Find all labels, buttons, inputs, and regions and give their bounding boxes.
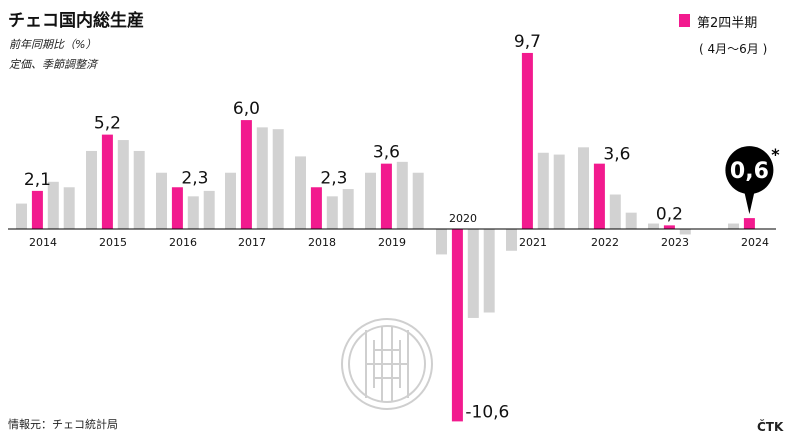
legend-label-q2: 第2四半期 xyxy=(697,16,758,31)
bar-2020-q4 xyxy=(483,229,495,313)
bar-2021-q3 xyxy=(537,152,549,229)
bar-2022-q4 xyxy=(625,212,637,229)
value-label-2020: -10,6 xyxy=(465,402,509,422)
value-label-2023: 0,2 xyxy=(656,204,683,224)
bar-2022-q3 xyxy=(609,194,621,229)
bar-2019-q2 xyxy=(380,163,392,229)
bar-2022-q2 xyxy=(593,163,605,229)
bar-2014-q2 xyxy=(31,190,43,229)
bar-2021-q4 xyxy=(553,154,565,229)
bar-2014-q4 xyxy=(63,187,75,229)
bar-2024-q2 xyxy=(743,218,755,229)
bar-2015-q2 xyxy=(101,134,113,229)
bar-2019-q1 xyxy=(365,172,376,229)
chart-title: チェコ国内総生産 xyxy=(8,11,144,31)
bar-2018-q1 xyxy=(295,156,306,229)
latest-callout-bubble xyxy=(725,146,774,195)
legend-period: ( 4月〜6月 ) xyxy=(699,42,768,56)
bar-2017-q3 xyxy=(256,127,268,229)
bar-2016-q3 xyxy=(187,196,199,229)
bar-2020-q1 xyxy=(436,229,447,255)
bar-2019-q4 xyxy=(412,172,424,229)
latest-callout-pointer xyxy=(744,192,755,215)
bar-2019-q3 xyxy=(396,161,408,229)
bar-2015-q4 xyxy=(133,150,145,229)
bar-2023-q3 xyxy=(679,229,691,235)
bar-2023-q1 xyxy=(648,223,659,229)
bar-2016-q4 xyxy=(203,190,215,229)
bar-2022-q1 xyxy=(578,147,589,229)
bar-2020-q2 xyxy=(451,229,463,422)
year-label-2022: 2022 xyxy=(591,236,619,249)
year-label-2016: 2016 xyxy=(169,236,197,249)
bar-2014-q3 xyxy=(47,181,59,229)
bar-2018-q2 xyxy=(310,187,322,229)
bar-2017-q1 xyxy=(225,172,236,229)
value-label-2018: 2,3 xyxy=(320,168,347,188)
year-label-2017: 2017 xyxy=(238,236,266,249)
year-label-2019: 2019 xyxy=(378,236,406,249)
bar-2015-q1 xyxy=(86,150,97,229)
latest-asterisk: * xyxy=(771,145,780,164)
value-label-2015: 5,2 xyxy=(94,114,121,134)
watermark-emblem xyxy=(341,318,433,410)
legend-swatch-q2 xyxy=(679,14,690,27)
bar-2017-q2 xyxy=(240,120,252,229)
value-label-2014: 2,1 xyxy=(24,170,51,190)
source-note: 情報元：チェコ統計局 xyxy=(8,418,118,431)
value-label-2022: 3,6 xyxy=(603,145,630,165)
value-label-2017: 6,0 xyxy=(233,99,260,119)
bar-2017-q4 xyxy=(272,129,284,229)
year-label-2020: 2020 xyxy=(449,212,477,225)
bar-2021-q2 xyxy=(521,52,533,229)
bar-2018-q3 xyxy=(326,196,338,229)
bar-2014-q1 xyxy=(16,203,27,229)
value-label-2019: 3,6 xyxy=(373,143,400,163)
bar-2015-q3 xyxy=(117,140,129,229)
bar-2016-q2 xyxy=(171,187,183,229)
year-label-2015: 2015 xyxy=(99,236,127,249)
year-label-2024: 2024 xyxy=(741,236,769,249)
value-label-2016: 2,3 xyxy=(181,168,208,188)
value-label-2021: 9,7 xyxy=(514,32,541,52)
bar-2016-q1 xyxy=(156,172,167,229)
value-label-2024: 0,6 xyxy=(730,159,769,184)
bar-2020-q3 xyxy=(467,229,479,318)
chart-subtitle-change: 前年同期比（%） xyxy=(9,38,97,51)
year-label-2014: 2014 xyxy=(29,236,57,249)
year-label-2021: 2021 xyxy=(519,236,547,249)
year-label-2018: 2018 xyxy=(308,236,336,249)
bar-2024-q1 xyxy=(728,223,739,229)
chart-subtitle-method: 定価、季節調整済 xyxy=(9,58,97,71)
agency-credit: ČTK xyxy=(757,420,784,434)
bar-2023-q2 xyxy=(663,225,675,229)
bar-2018-q4 xyxy=(342,189,354,229)
bar-2021-q1 xyxy=(506,229,517,251)
year-label-2023: 2023 xyxy=(661,236,689,249)
